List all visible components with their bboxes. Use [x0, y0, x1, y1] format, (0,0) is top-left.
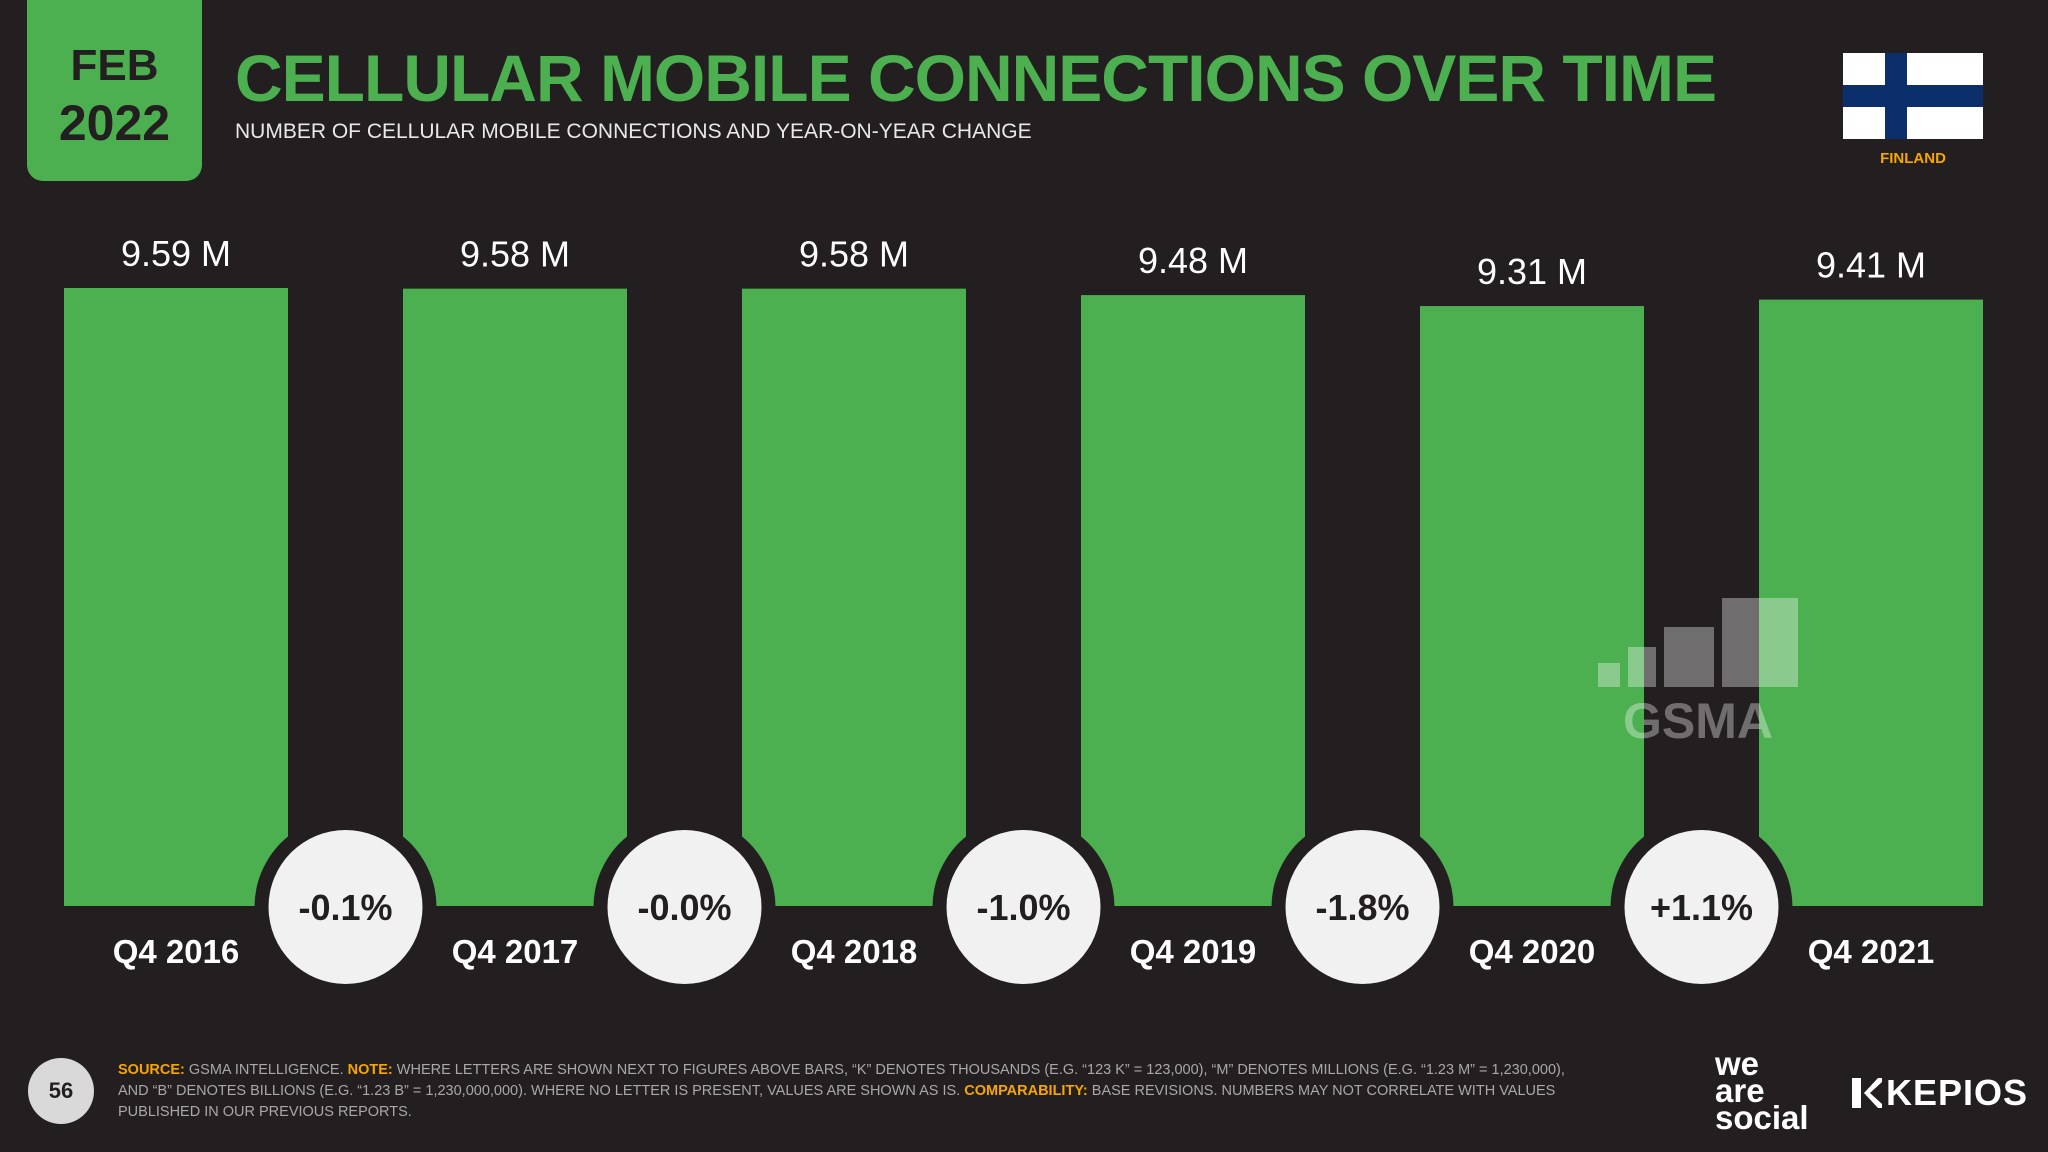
bar-1	[64, 288, 288, 906]
bar-value-label: 9.41 M	[1816, 245, 1926, 286]
page-title: CELLULAR MOBILE CONNECTIONS OVER TIME	[235, 41, 1717, 115]
date-badge: FEB 2022	[27, 0, 202, 181]
bar-6	[1759, 299, 1983, 906]
finland-flag-icon	[1843, 53, 1983, 139]
change-bubble	[607, 830, 762, 984]
bar-value-label: 9.58 M	[799, 234, 909, 275]
bar-5	[1420, 306, 1644, 906]
we-are-social-logo: we are social	[1715, 1045, 1809, 1136]
country-label: FINLAND	[1880, 150, 1946, 167]
x-tick-label: Q4 2019	[1130, 933, 1257, 970]
footer-notes: SOURCE: GSMA INTELLIGENCE. NOTE: WHERE L…	[118, 1060, 1598, 1123]
change-label: +1.1%	[1650, 887, 1753, 928]
logo-social: social	[1715, 1099, 1809, 1136]
logo-we: we	[1715, 1045, 1760, 1082]
kepios-logo: KEPIOS	[1852, 1072, 2028, 1114]
change-bubble	[1624, 830, 1779, 984]
bar-value-label: 9.48 M	[1138, 240, 1248, 281]
x-tick-label: Q4 2016	[113, 933, 240, 970]
x-tick-label: Q4 2018	[791, 933, 918, 970]
bar-value-label: 9.31 M	[1477, 251, 1587, 292]
page-number: 56	[28, 1058, 94, 1124]
bar-4	[1081, 295, 1305, 906]
change-label: -1.0%	[976, 887, 1070, 928]
change-bubble	[1285, 830, 1440, 984]
change-label: -0.0%	[637, 887, 731, 928]
date-month: FEB	[70, 41, 159, 90]
logo-are: are	[1715, 1072, 1765, 1109]
watermark-text: GSMA	[1623, 693, 1773, 745]
bar-value-label: 9.58 M	[460, 234, 570, 275]
x-tick-label: Q4 2021	[1808, 933, 1935, 970]
x-tick-label: Q4 2017	[452, 933, 579, 970]
kepios-wordmark: KEPIOS	[1886, 1072, 2029, 1113]
bar-value-label: 9.59 M	[121, 233, 231, 274]
gsma-watermark-logo: GSMA	[1598, 598, 1798, 745]
change-label: -1.8%	[1315, 887, 1409, 928]
comparability-text: BASE REVISIONS. NUMBERS MAY NOT CORRELAT…	[118, 1083, 1556, 1120]
note-label: NOTE:	[347, 1062, 393, 1078]
note-text: WHERE LETTERS ARE SHOWN NEXT TO FIGURES …	[118, 1062, 1565, 1099]
bar-2	[403, 288, 627, 906]
page-subtitle: NUMBER OF CELLULAR MOBILE CONNECTIONS AN…	[235, 120, 1032, 143]
kepios-mark-icon	[1852, 1078, 1882, 1108]
date-year: 2022	[58, 95, 171, 151]
source-text: GSMA INTELLIGENCE.	[188, 1062, 344, 1078]
comparability-label: COMPARABILITY:	[964, 1083, 1088, 1099]
change-label: -0.1%	[298, 887, 392, 928]
change-bubble	[268, 830, 423, 984]
source-label: SOURCE:	[118, 1062, 185, 1078]
bar-3	[742, 288, 966, 906]
x-tick-label: Q4 2020	[1469, 933, 1596, 970]
change-bubble	[946, 830, 1101, 984]
